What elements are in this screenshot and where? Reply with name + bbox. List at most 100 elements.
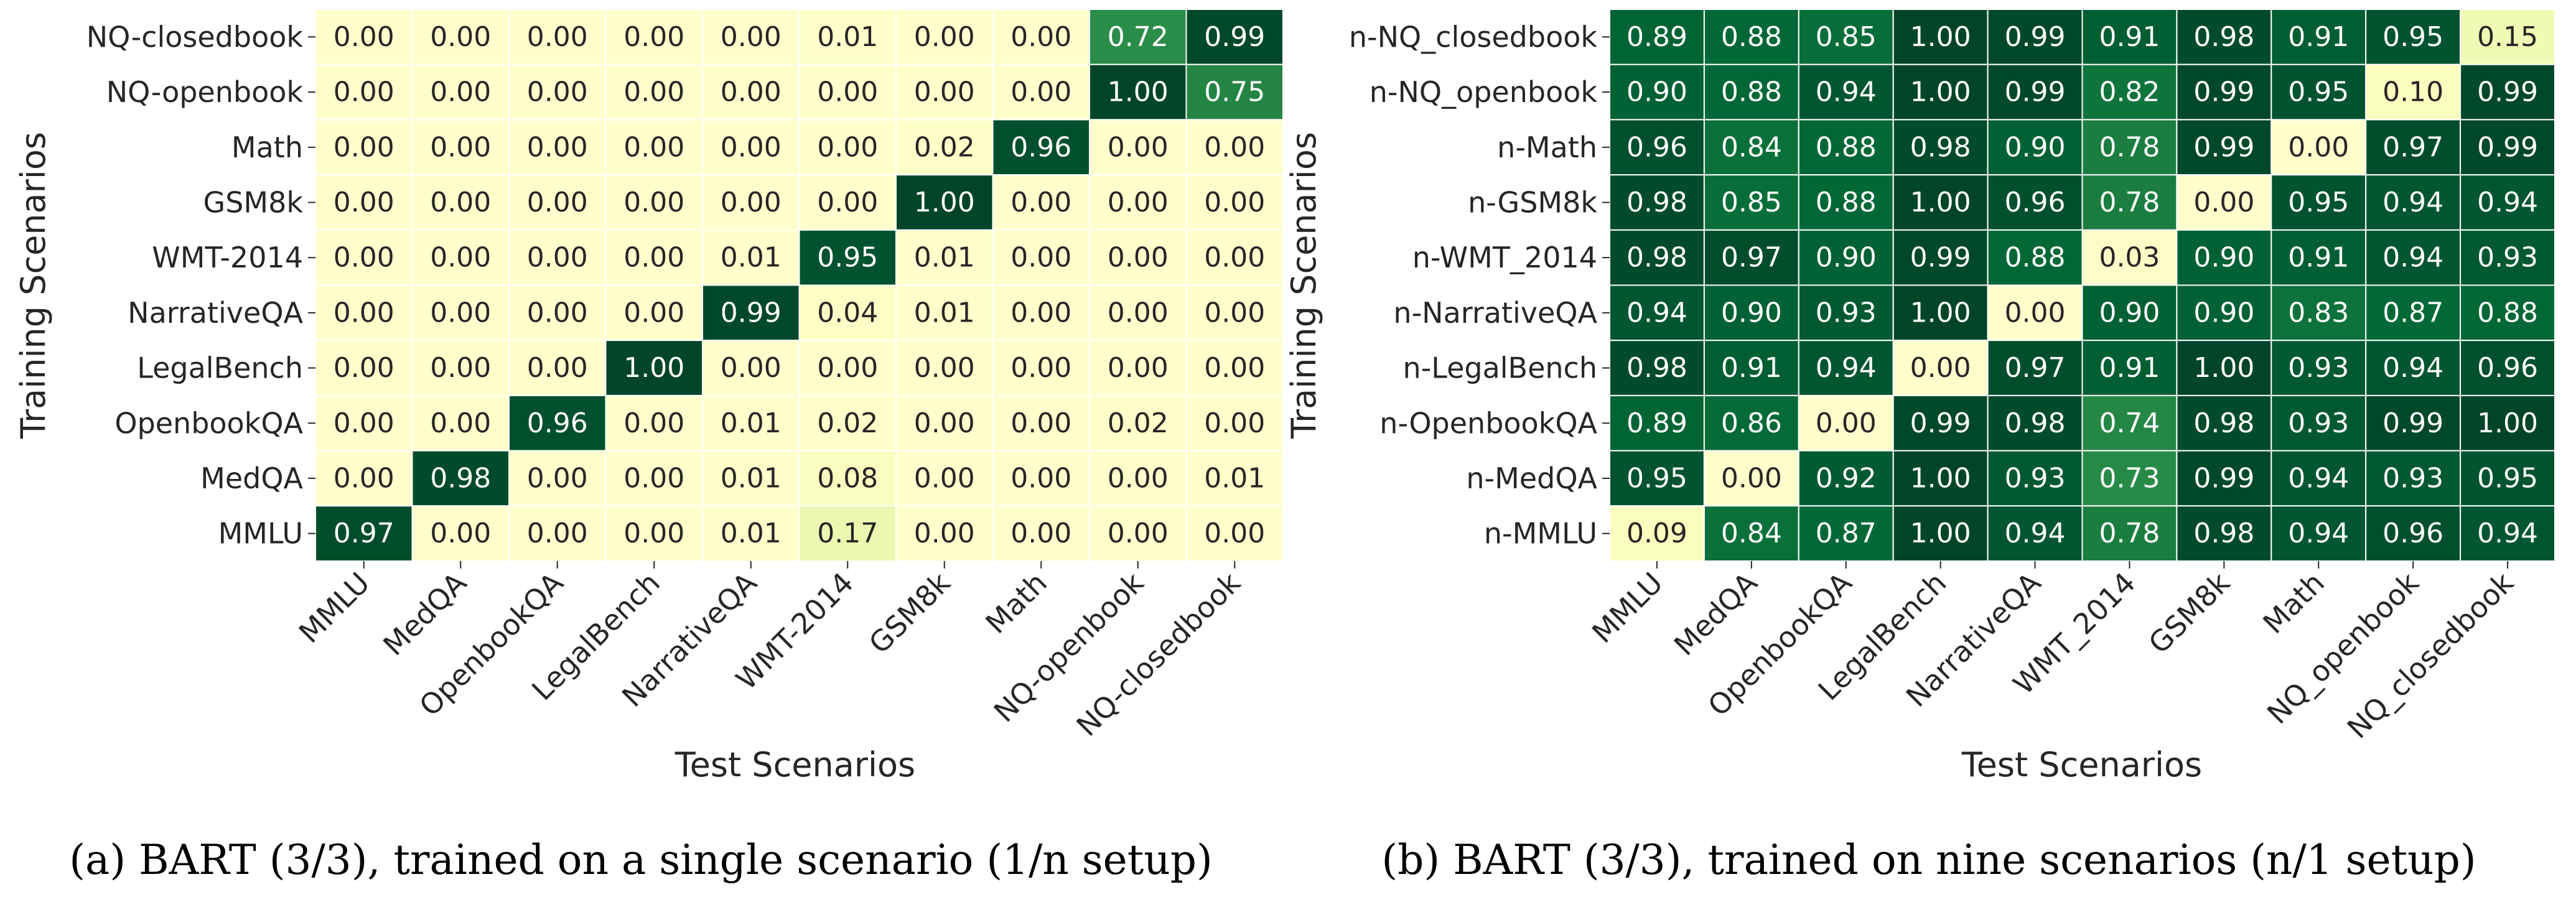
cell-value-label: 0.00 xyxy=(1010,77,1071,108)
cell-value-label: 0.93 xyxy=(2382,462,2443,494)
cell-value-label: 0.00 xyxy=(914,352,975,384)
y-tick-label: n-Math xyxy=(1497,131,1597,164)
x-axis-label: Test Scenarios xyxy=(674,745,915,784)
y-tick-label: NarrativeQA xyxy=(128,296,303,330)
cell-value-label: 1.00 xyxy=(1910,462,1971,494)
cell-value-label: 0.93 xyxy=(2288,407,2349,439)
heatmap-cell xyxy=(1798,505,1894,562)
cell-value-label: 0.72 xyxy=(1108,21,1169,53)
x-tick-label: GSM8k xyxy=(862,565,957,660)
heatmap-cell xyxy=(2176,505,2272,562)
cell-value-label: 0.00 xyxy=(1108,187,1169,218)
cell-value-label: 0.00 xyxy=(334,131,394,163)
cell-value-label: 0.00 xyxy=(914,462,975,494)
cell-value-label: 0.99 xyxy=(1204,21,1265,53)
cell-value-label: 0.73 xyxy=(2099,462,2160,494)
cell-value-label: 0.82 xyxy=(2099,77,2160,108)
cell-value-label: 0.90 xyxy=(1721,297,1782,328)
cell-value-label: 0.93 xyxy=(2005,462,2066,494)
heatmap-cell xyxy=(1089,340,1187,396)
heatmap-cell xyxy=(2270,9,2367,65)
heatmap-cell xyxy=(315,340,413,396)
x-tick-label: MMLU xyxy=(292,566,376,650)
heatmap-cell xyxy=(798,9,897,65)
cell-value-label: 0.87 xyxy=(2382,297,2443,328)
heatmap-cell xyxy=(1609,9,1705,65)
heatmap-cell xyxy=(2081,394,2178,452)
heatmap-cell xyxy=(798,174,897,231)
cell-value-label: 0.00 xyxy=(1108,462,1169,494)
cell-value-label: 1.00 xyxy=(914,187,975,218)
heatmap-cell xyxy=(702,505,800,562)
cell-value-label: 0.00 xyxy=(1108,131,1169,163)
heatmap-cell xyxy=(315,284,413,341)
cell-value-label: 0.02 xyxy=(817,407,878,439)
cell-value-label: 0.94 xyxy=(2477,518,2538,549)
heatmap-cell xyxy=(895,229,994,286)
cell-value-label: 1.00 xyxy=(1910,518,1971,549)
cell-value-label: 0.85 xyxy=(1816,21,1877,53)
cell-value-label: 0.01 xyxy=(721,242,782,274)
heatmap-cell xyxy=(798,63,897,121)
cell-value-label: 0.87 xyxy=(1816,518,1877,549)
heatmap-cell xyxy=(1185,450,1284,507)
cell-value-label: 0.08 xyxy=(817,462,878,494)
cell-value-label: 0.00 xyxy=(914,21,975,53)
cell-value-label: 0.10 xyxy=(2382,77,2443,108)
heatmap-cell xyxy=(2365,119,2462,176)
heatmap-cell xyxy=(508,9,607,65)
cell-value-label: 0.00 xyxy=(334,187,394,218)
cell-value-label: 0.78 xyxy=(2099,187,2160,218)
heatmap-cell xyxy=(1798,340,1894,396)
cell-value-label: 0.00 xyxy=(623,77,684,108)
y-tick-label: n-NarrativeQA xyxy=(1393,296,1597,330)
y-tick-label: MMLU xyxy=(218,517,303,550)
cell-value-label: 0.00 xyxy=(527,131,588,163)
cell-value-label: 0.89 xyxy=(1626,407,1687,439)
cell-value-label: 0.92 xyxy=(1816,462,1877,494)
heatmap-cell xyxy=(1892,340,1989,396)
cell-value-label: 0.00 xyxy=(1910,352,1971,384)
heatmap-cell xyxy=(2270,284,2367,341)
heatmap-cell xyxy=(1798,284,1894,341)
heatmap-cell xyxy=(605,450,703,507)
heatmap-cell xyxy=(2460,394,2556,452)
heatmap-cell xyxy=(1798,63,1894,121)
heatmap-cell xyxy=(1185,9,1284,65)
cell-value-label: 0.00 xyxy=(527,187,588,218)
heatmap-cell xyxy=(702,284,800,341)
cell-value-label: 0.88 xyxy=(1721,77,1782,108)
heatmap-cell xyxy=(1987,229,2083,286)
cell-value-label: 0.00 xyxy=(1010,462,1071,494)
heatmap-cell xyxy=(1089,63,1187,121)
cell-value-label: 0.90 xyxy=(2005,131,2066,163)
cell-value-label: 0.96 xyxy=(527,407,588,439)
y-tick-label: OpenbookQA xyxy=(114,406,303,440)
heatmap-cell xyxy=(605,340,703,396)
cell-value-label: 0.00 xyxy=(1010,297,1071,328)
cell-value-label: 0.94 xyxy=(2288,518,2349,549)
cell-value-label: 0.04 xyxy=(817,297,878,328)
heatmap-cell xyxy=(508,450,607,507)
cell-value-label: 0.96 xyxy=(2477,352,2538,384)
y-tick-label: n-WMT_2014 xyxy=(1412,241,1597,274)
cell-value-label: 0.00 xyxy=(430,131,491,163)
heatmap-cell xyxy=(315,174,413,231)
cell-value-label: 0.90 xyxy=(2193,242,2254,274)
cell-value-label: 0.94 xyxy=(2477,187,2538,218)
y-tick-label: NQ-openbook xyxy=(106,75,304,109)
cell-value-label: 0.00 xyxy=(1204,187,1265,218)
cell-value-label: 0.00 xyxy=(2005,297,2066,328)
heatmap-cell xyxy=(1185,340,1284,396)
x-tick-label: NQ_closedbook xyxy=(2341,565,2520,745)
cell-value-label: 0.00 xyxy=(623,297,684,328)
heatmap-cell xyxy=(1987,174,2083,231)
heatmap-cell xyxy=(411,63,510,121)
heatmap-cell xyxy=(605,63,703,121)
heatmap-cell xyxy=(2365,284,2462,341)
cell-value-label: 0.00 xyxy=(527,352,588,384)
cell-value-label: 0.98 xyxy=(2193,407,2254,439)
cell-value-label: 0.93 xyxy=(2288,352,2349,384)
heatmap-cell xyxy=(2081,9,2178,65)
cell-value-label: 0.95 xyxy=(2382,21,2443,53)
